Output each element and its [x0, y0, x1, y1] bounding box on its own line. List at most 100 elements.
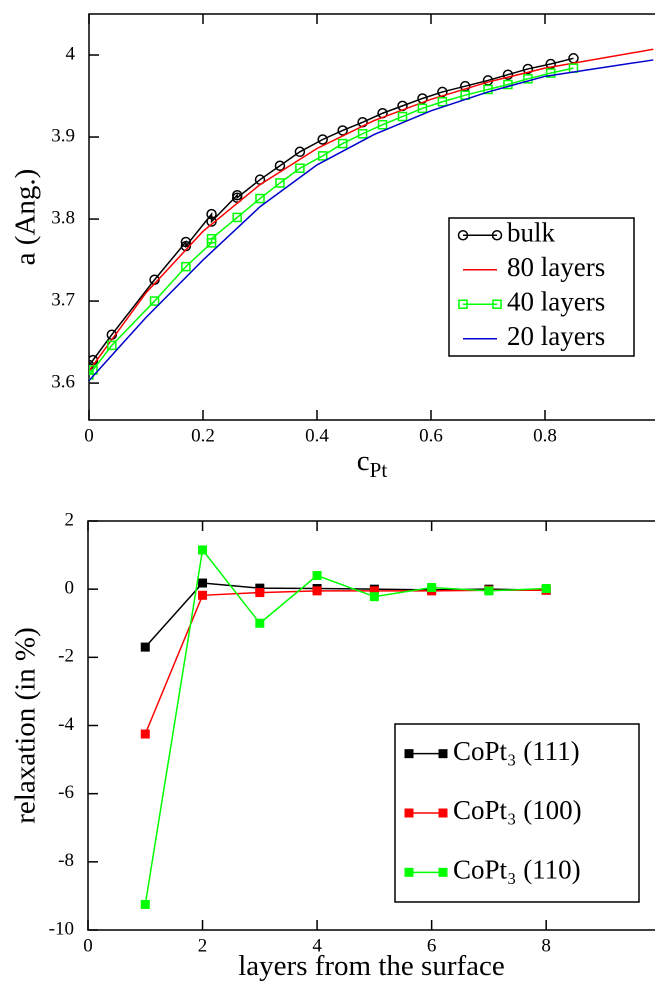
data-point: [231, 192, 243, 203]
data-point: [149, 296, 160, 306]
y-tick-label: -6: [58, 782, 74, 803]
series-line: [144, 589, 547, 735]
data-point: [357, 128, 368, 139]
x-tick-label: 0: [84, 425, 94, 446]
series-line: [144, 582, 547, 648]
legend-label: CoPt₃ (111): [453, 736, 580, 766]
series-line: [144, 548, 547, 905]
legend-marker: [438, 749, 448, 759]
y-tick-label: 3.7: [51, 289, 75, 310]
data-point: [317, 134, 328, 145]
legend-marker: [404, 867, 414, 877]
data-point: [89, 370, 94, 380]
legend-label: CoPt₃ (100): [453, 795, 582, 825]
legend-label: 20 layers: [507, 321, 605, 351]
data-point: [312, 586, 322, 596]
data-point: [255, 588, 265, 598]
x-tick-label: 0.2: [191, 425, 215, 446]
data-point: [107, 340, 117, 351]
legend-marker: [404, 749, 414, 759]
legend-marker: [492, 299, 502, 309]
legend-marker: [404, 808, 414, 818]
data-point: [181, 261, 191, 272]
y-tick-label: 2: [65, 509, 75, 530]
data-point: [140, 642, 150, 652]
legend-label: 40 layers: [507, 286, 605, 316]
y-tick-label: 4: [66, 43, 76, 64]
legend-marker: [458, 299, 468, 309]
data-point: [369, 592, 379, 602]
data-point: [317, 151, 328, 161]
legend-label: bulk: [507, 217, 556, 247]
plot-area: [89, 48, 654, 382]
x-axis-label: layers from the surface: [238, 950, 505, 982]
legend-label: 80 layers: [507, 252, 605, 282]
data-point: [484, 586, 494, 596]
data-point: [198, 545, 208, 555]
y-axis-label: relaxation (in %): [10, 627, 42, 823]
series-line: [89, 48, 654, 372]
data-point: [503, 79, 513, 90]
data-point: [255, 618, 265, 628]
data-point: [198, 590, 208, 600]
x-axis-label-main: layers from the surface: [238, 950, 505, 982]
data-point: [397, 111, 408, 122]
legend-marker: [438, 867, 448, 877]
data-point: [89, 365, 98, 375]
data-point: [206, 208, 217, 220]
y-axis-label: a (Ang.): [10, 169, 42, 266]
data-point: [541, 583, 551, 593]
data-point: [337, 138, 348, 149]
y-tick-label: -2: [58, 646, 74, 667]
data-point: [369, 586, 379, 596]
plot-frame: [88, 13, 655, 421]
x-tick-label: 2: [198, 935, 208, 956]
y-tick-label: 0: [65, 578, 75, 599]
y-tick-label: 3.8: [51, 207, 75, 228]
data-point: [255, 193, 265, 204]
data-point: [337, 125, 348, 136]
legend-marker: [438, 808, 448, 818]
x-tick-label: 4: [312, 935, 322, 956]
data-point: [523, 74, 533, 84]
legend-box: [448, 217, 635, 357]
y-tick-label: 3.6: [51, 371, 75, 392]
data-point: [417, 103, 428, 114]
data-point: [295, 163, 305, 173]
data-point: [180, 236, 192, 248]
legend-marker: [491, 230, 503, 241]
data-point: [502, 69, 514, 80]
x-axis-label: cPt: [357, 445, 388, 482]
data-point: [522, 63, 534, 75]
data-point: [140, 899, 150, 909]
y-tick-label: 3.9: [51, 125, 75, 146]
data-point: [140, 729, 150, 739]
data-point: [274, 160, 286, 171]
data-point: [377, 119, 388, 130]
data-point: [206, 233, 217, 244]
legend-label: CoPt₃ (110): [453, 855, 581, 885]
x-tick-label: 8: [541, 935, 551, 956]
data-point: [545, 68, 556, 78]
data-point: [437, 97, 448, 107]
series-line: [89, 59, 654, 382]
data-point: [198, 578, 208, 588]
x-tick-label: 6: [427, 935, 437, 956]
plot-area: [140, 545, 551, 909]
x-tick-label: 0.6: [419, 425, 443, 446]
legend-marker: [457, 230, 469, 241]
x-axis-label-sub: Pt: [370, 458, 388, 482]
y-tick-label: -8: [58, 850, 74, 871]
y-tick-label: -10: [49, 918, 74, 939]
data-point: [427, 582, 437, 592]
x-axis-label-main: c: [357, 445, 370, 477]
data-point: [232, 212, 242, 223]
data-point: [294, 146, 306, 158]
x-tick-label: 0.4: [305, 425, 329, 446]
data-point: [483, 84, 493, 95]
y-tick-label: -4: [58, 714, 74, 735]
data-point: [312, 571, 322, 581]
data-point: [275, 178, 285, 188]
x-tick-label: 0.8: [533, 425, 557, 446]
